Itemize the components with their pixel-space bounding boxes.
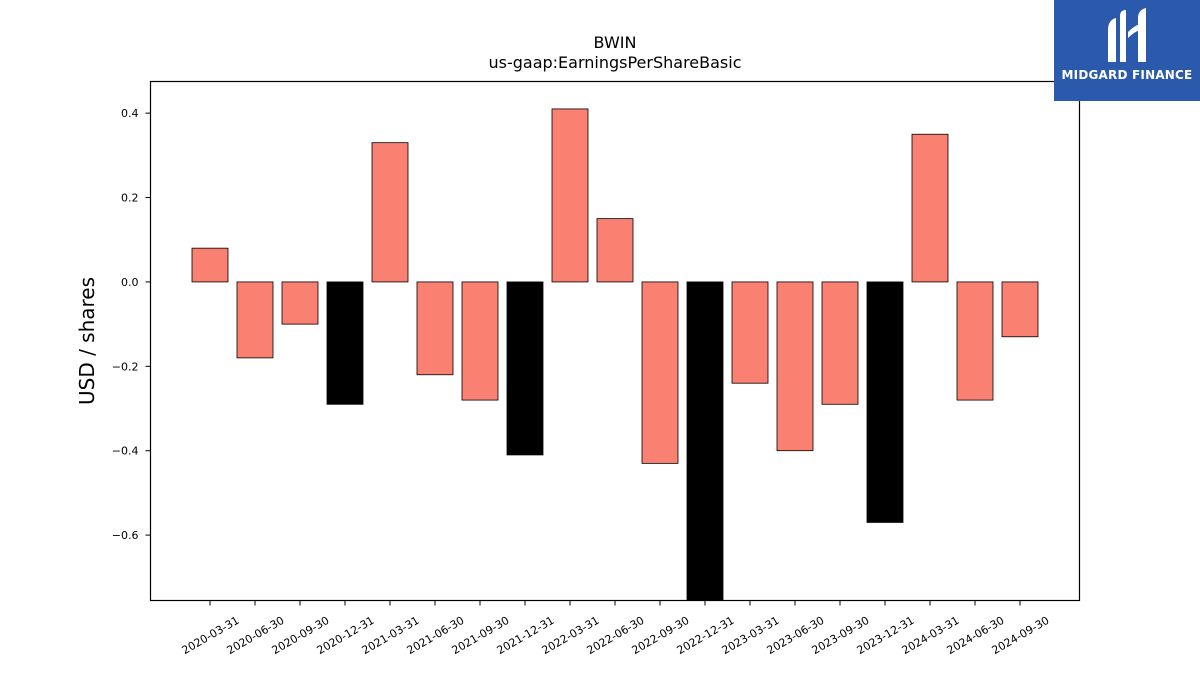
bar-2020-12-31 [326,281,364,405]
y-ticks: 0.4 0.2 0.0 −0.2 −0.4 −0.6 [112,107,151,542]
bar-2024-06-30 [956,281,994,401]
logo-mark-icon [1108,8,1146,62]
bar-2023-06-30 [776,281,814,452]
bar-2023-03-31 [731,281,769,384]
bar-2023-12-31 [866,281,904,523]
bar-2020-03-31 [191,247,229,283]
y-tick-label: 0.4 [121,107,139,120]
bars [191,108,1039,601]
bar-2022-03-31 [551,108,589,283]
y-axis-label: USD / shares [75,277,99,405]
midgard-finance-logo: MIDGARD FINANCE [1054,0,1200,101]
bar-2022-12-31 [686,281,724,601]
y-tick-label: −0.6 [112,529,139,542]
bar-2021-03-31 [371,142,409,283]
bar-2022-06-30 [596,218,634,283]
chart-subtitle: us-gaap:EarningsPerShareBasic [488,53,741,72]
y-tick-label: 0.2 [121,192,139,205]
bar-2020-09-30 [281,281,319,325]
bar-2021-09-30 [461,281,499,401]
y-tick-label: 0.0 [121,276,139,289]
logo-text: MIDGARD FINANCE [1061,68,1193,82]
bar-2024-03-31 [911,133,949,283]
chart-title: BWIN [594,33,637,52]
bar-2021-06-30 [416,281,454,376]
bar-2022-09-30 [641,281,679,464]
plot-frame [149,80,1081,602]
bar-2021-12-31 [506,281,544,456]
y-tick-label: −0.4 [112,445,139,458]
y-tick-label: −0.2 [112,360,139,373]
bar-2024-09-30 [1001,281,1039,338]
x-ticks: 2020-03-312020-06-302020-09-302020-12-31… [180,600,1052,657]
bar-2020-06-30 [236,281,274,359]
bar-2023-09-30 [821,281,859,405]
